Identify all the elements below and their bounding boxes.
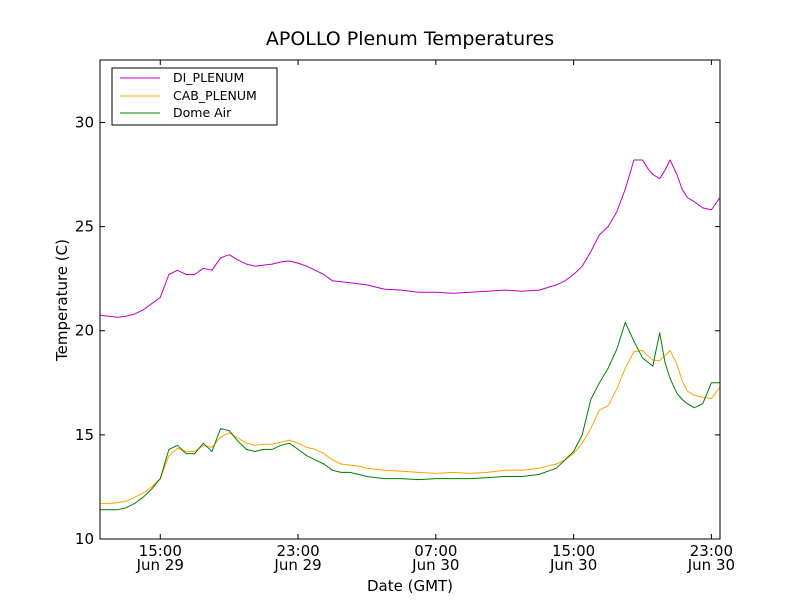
plot-frame [99,59,721,540]
x-tick-date-label: Jun 30 [687,556,735,574]
series-layer [99,159,721,511]
legend-label-cab-plenum: CAB_PLENUM [173,88,257,103]
y-axis-label: Temperature (C) [53,239,71,362]
x-tick-date-label: Jun 30 [549,556,597,574]
x-tick-time-label: 15:00 [552,542,595,560]
x-tick-date-label: Jun 29 [273,556,321,574]
chart-title: APOLLO Plenum Temperatures [266,28,554,50]
legend-label-di-plenum: DI_PLENUM [173,70,244,85]
y-tick-label: 15 [75,426,94,444]
x-tick-time-label: 23:00 [276,542,319,560]
y-tick-label: 25 [75,218,94,236]
legend-label-dome-air: Dome Air [173,105,232,120]
series-line-di-plenum [99,159,721,318]
series-line-cab-plenum [100,350,721,505]
y-tick-label: 10 [75,530,94,548]
x-tick-time-label: 23:00 [690,542,733,560]
y-tick-label: 20 [75,322,94,340]
x-tick-time-label: 15:00 [139,542,182,560]
y-tick-label: 30 [75,113,94,131]
x-tick-date-label: Jun 29 [136,556,184,574]
series-line-dome-air [100,321,720,511]
legend: DI_PLENUM CAB_PLENUM Dome Air [111,67,278,126]
x-tick-time-label: 07:00 [414,542,457,560]
x-tick-date-label: Jun 30 [411,556,459,574]
x-axis-label: Date (GMT) [367,577,453,595]
